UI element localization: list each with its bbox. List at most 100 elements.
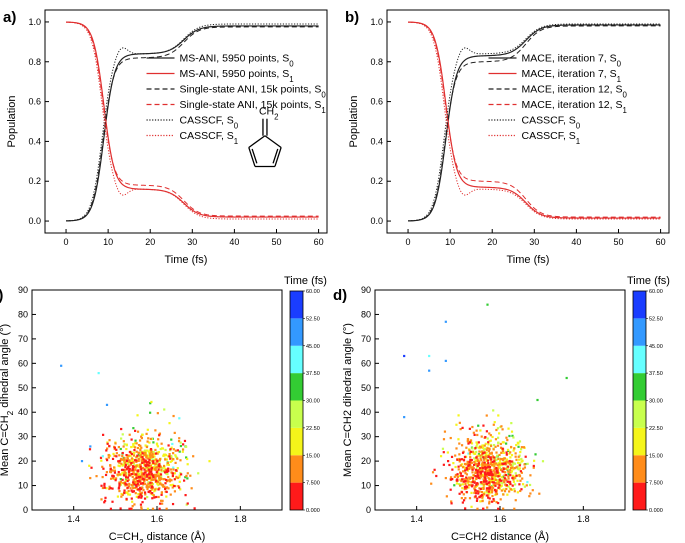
scatter-point — [493, 462, 496, 465]
scatter-point — [147, 464, 150, 467]
scatter-point — [165, 478, 168, 482]
scatter-point — [175, 475, 178, 479]
scatter-point — [162, 453, 166, 456]
scatter-point — [482, 483, 485, 486]
legend-entry-sub: 1 — [623, 106, 627, 115]
scatter-point — [485, 458, 488, 461]
legend-entry-state: S — [610, 53, 617, 65]
colorbar-segment — [633, 318, 646, 346]
scatter-point — [487, 455, 490, 458]
scatter-point — [140, 491, 144, 494]
legend-entry-sub: 1 — [289, 75, 293, 84]
scatter-point — [509, 488, 513, 491]
scatter-point — [123, 443, 126, 446]
scatter-point — [137, 443, 141, 447]
scatter-point — [108, 454, 112, 457]
scatter-point — [126, 462, 129, 466]
scatter-point — [171, 486, 174, 489]
scatter-point — [167, 444, 170, 447]
scatter-point — [153, 459, 157, 462]
scatter-point — [488, 497, 491, 500]
scatter-point — [489, 434, 492, 437]
series-line-s0-dashed — [408, 25, 661, 222]
scatter-point — [488, 482, 492, 485]
scatter-point — [161, 502, 164, 505]
scatter-point — [508, 471, 511, 474]
scatter-point — [511, 466, 514, 469]
scatter-point — [137, 484, 140, 487]
scatter-point — [103, 486, 106, 489]
scatter-point — [105, 449, 108, 452]
scatter-point — [495, 466, 498, 470]
scatter-point — [171, 502, 175, 506]
scatter-point — [523, 485, 526, 488]
scatter-point — [514, 455, 517, 458]
scatter-point — [449, 476, 453, 479]
scatter-point — [160, 468, 163, 472]
scatter-point — [486, 437, 489, 440]
scatter-point — [107, 456, 110, 459]
colorbar-label: 7.500 — [649, 481, 663, 487]
scatter-point — [149, 482, 152, 486]
scatter-point — [516, 479, 519, 482]
scatter-point — [149, 454, 152, 457]
scatter-point — [109, 507, 113, 510]
scatter-point — [477, 462, 480, 465]
scatter-point — [519, 450, 522, 454]
scatter-point — [503, 474, 506, 477]
scatter-point — [479, 467, 482, 470]
y-tick-label: 0.8 — [28, 57, 41, 67]
scatter-point — [482, 484, 486, 487]
scatter-point — [132, 490, 136, 493]
scatter-point — [491, 488, 494, 491]
scatter-point — [156, 469, 159, 473]
scatter-point — [130, 445, 133, 449]
x-axis-label-sub: 2 — [139, 538, 144, 543]
scatter-point — [468, 460, 471, 464]
scatter-point — [453, 484, 456, 487]
scatter-point — [102, 467, 105, 470]
scatter-point — [118, 464, 121, 468]
scatter-point — [524, 455, 527, 458]
double-bond — [251, 148, 258, 164]
scatter-point — [133, 468, 136, 472]
scatter-point — [498, 473, 502, 476]
scatter-point — [148, 470, 152, 473]
scatter-point — [476, 497, 479, 500]
scatter-point — [169, 493, 172, 496]
scatter-point — [488, 477, 491, 481]
scatter-point — [504, 474, 508, 477]
scatter-point — [137, 496, 140, 499]
scatter-point — [473, 457, 476, 460]
scatter-point — [526, 462, 529, 465]
scatter-point — [141, 477, 145, 480]
scatter-point — [118, 461, 121, 464]
scatter-point — [518, 467, 522, 470]
scatter-point — [471, 471, 474, 474]
scatter-point — [515, 466, 518, 469]
legend-entry-state: S — [227, 115, 234, 127]
scatter-point — [140, 496, 143, 499]
scatter-point — [132, 452, 136, 455]
scatter-point — [128, 433, 131, 436]
scatter-point — [522, 446, 526, 449]
legend-entry: CASSCF, S0 — [522, 115, 581, 131]
scatter-point — [158, 487, 161, 490]
scatter-point — [496, 444, 500, 447]
scatter-point — [158, 479, 161, 482]
y-tick-label: 20 — [18, 456, 28, 466]
y-tick-label: 0.6 — [28, 97, 41, 107]
scatter-point — [134, 492, 137, 495]
scatter-point — [159, 465, 162, 469]
scatter-point — [124, 465, 127, 469]
colorbar-label: 37.50 — [306, 371, 320, 377]
scatter-point — [119, 478, 122, 481]
scatter-point — [134, 439, 137, 442]
scatter-point — [498, 457, 501, 460]
scatter-point — [498, 461, 501, 465]
scatter-point-outlier — [486, 303, 489, 306]
scatter-point — [165, 490, 168, 494]
y-tick-label: 0.6 — [370, 97, 383, 107]
scatter-point — [171, 474, 174, 478]
scatter-point — [515, 458, 518, 461]
